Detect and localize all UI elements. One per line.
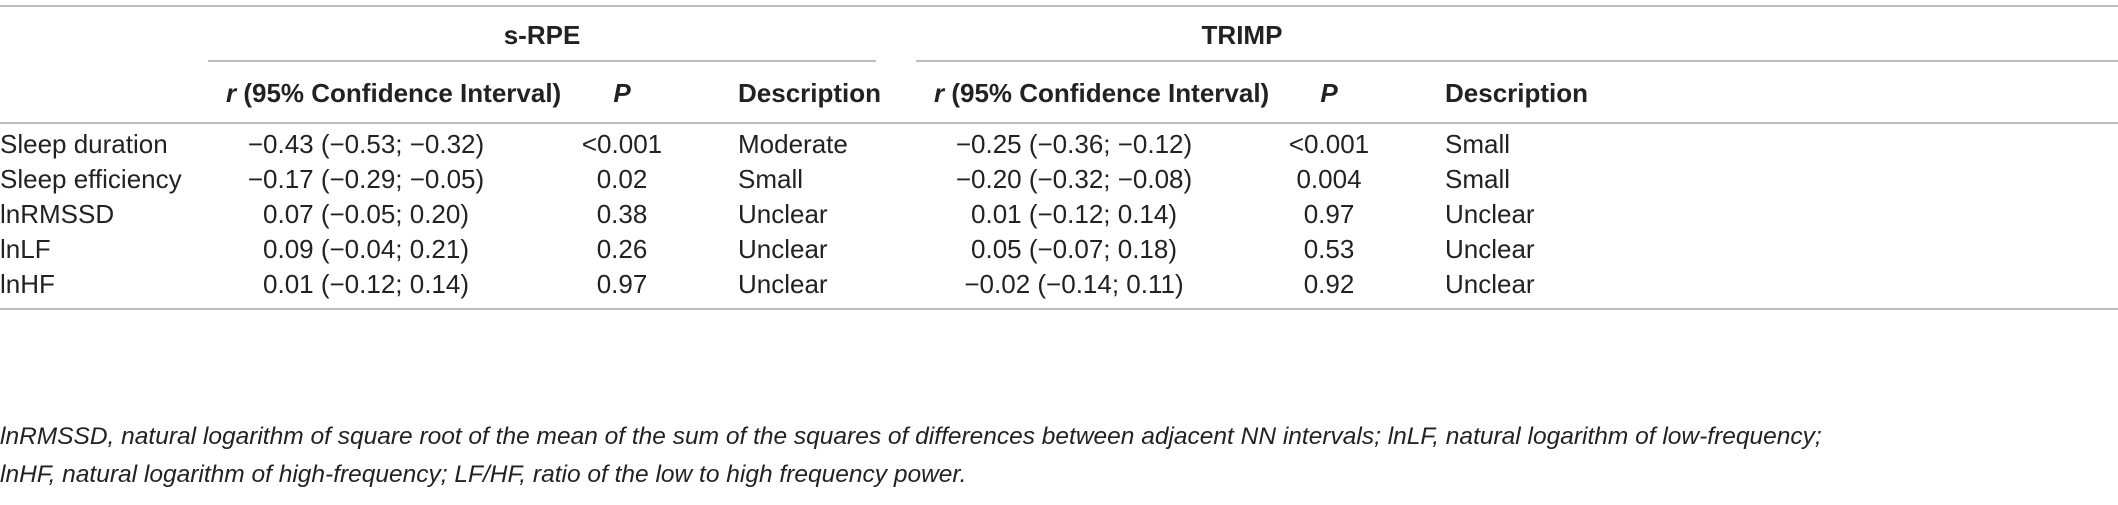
group-header-trimp: TRIMP	[1201, 20, 1283, 50]
header-bottom-rule	[0, 122, 2118, 124]
column-header-srpe-r: r (95% Confidence Interval)	[226, 78, 561, 108]
column-header-trimp-description: Description	[1445, 78, 1589, 108]
row-label-sleep-efficiency: Sleep efficiency	[0, 164, 182, 194]
trimp-group-rule	[916, 60, 2118, 62]
cell-trimp-p: <0.001	[1288, 129, 1370, 159]
column-header-p-label: P	[1320, 78, 1338, 108]
cell-trimp-r: −0.02 (−0.14; 0.11)	[964, 269, 1184, 299]
cell-srpe-r: −0.17 (−0.29; −0.05)	[247, 164, 485, 194]
cell-trimp-p: 0.92	[1303, 269, 1355, 299]
srpe-group-rule	[208, 60, 876, 62]
cell-srpe-p: 0.26	[596, 234, 648, 264]
cell-trimp-description: Unclear	[1445, 199, 1535, 229]
column-header-p-label: P	[613, 78, 631, 108]
column-header-r-label: (95% Confidence Interval)	[236, 78, 562, 108]
cell-srpe-description: Unclear	[738, 269, 828, 299]
table-footnote: lnRMSSD, natural logarithm of square roo…	[0, 418, 2118, 494]
row-label-lnlf: lnLF	[0, 234, 51, 264]
cell-trimp-r: −0.20 (−0.32; −0.08)	[955, 164, 1193, 194]
cell-srpe-p: <0.001	[581, 129, 663, 159]
column-header-trimp-r: r (95% Confidence Interval)	[934, 78, 1269, 108]
row-label-lnhf: lnHF	[0, 269, 55, 299]
table-top-rule	[0, 5, 2118, 7]
cell-srpe-r: 0.01 (−0.12; 0.14)	[263, 269, 469, 299]
row-label-sleep-duration: Sleep duration	[0, 129, 168, 159]
cell-srpe-description: Unclear	[738, 234, 828, 264]
cell-trimp-r: 0.01 (−0.12; 0.14)	[971, 199, 1177, 229]
group-header-srpe: s-RPE	[503, 20, 581, 50]
cell-srpe-r: −0.43 (−0.53; −0.32)	[247, 129, 485, 159]
cell-trimp-description: Unclear	[1445, 269, 1535, 299]
column-header-r-symbol: r	[934, 78, 945, 108]
cell-trimp-p: 0.004	[1296, 164, 1362, 194]
cell-srpe-p: 0.02	[596, 164, 648, 194]
table-bottom-rule	[0, 308, 2118, 310]
row-label-lnrmssd: lnRMSSD	[0, 199, 115, 229]
cell-trimp-description: Small	[1445, 129, 1511, 159]
footnote-line-1: lnRMSSD, natural logarithm of square roo…	[0, 423, 1822, 450]
cell-trimp-description: Unclear	[1445, 234, 1535, 264]
cell-srpe-p: 0.97	[596, 269, 648, 299]
column-header-srpe-p: P	[613, 78, 630, 108]
column-header-r-symbol: r	[226, 78, 237, 108]
cell-trimp-p: 0.53	[1303, 234, 1355, 264]
cell-srpe-r: 0.07 (−0.05; 0.20)	[263, 199, 469, 229]
cell-srpe-description: Unclear	[738, 199, 828, 229]
cell-trimp-p: 0.97	[1303, 199, 1355, 229]
cell-srpe-p: 0.38	[596, 199, 648, 229]
footnote-line-2: lnHF, natural logarithm of high-frequenc…	[0, 461, 967, 488]
column-header-srpe-description: Description	[738, 78, 882, 108]
cell-trimp-r: 0.05 (−0.07; 0.18)	[971, 234, 1177, 264]
column-header-trimp-p: P	[1320, 78, 1337, 108]
cell-srpe-r: 0.09 (−0.04; 0.21)	[263, 234, 469, 264]
cell-trimp-r: −0.25 (−0.36; −0.12)	[955, 129, 1193, 159]
cell-srpe-description: Small	[738, 164, 804, 194]
cell-trimp-description: Small	[1445, 164, 1511, 194]
column-header-r-label: (95% Confidence Interval)	[944, 78, 1270, 108]
cell-srpe-description: Moderate	[738, 129, 848, 159]
